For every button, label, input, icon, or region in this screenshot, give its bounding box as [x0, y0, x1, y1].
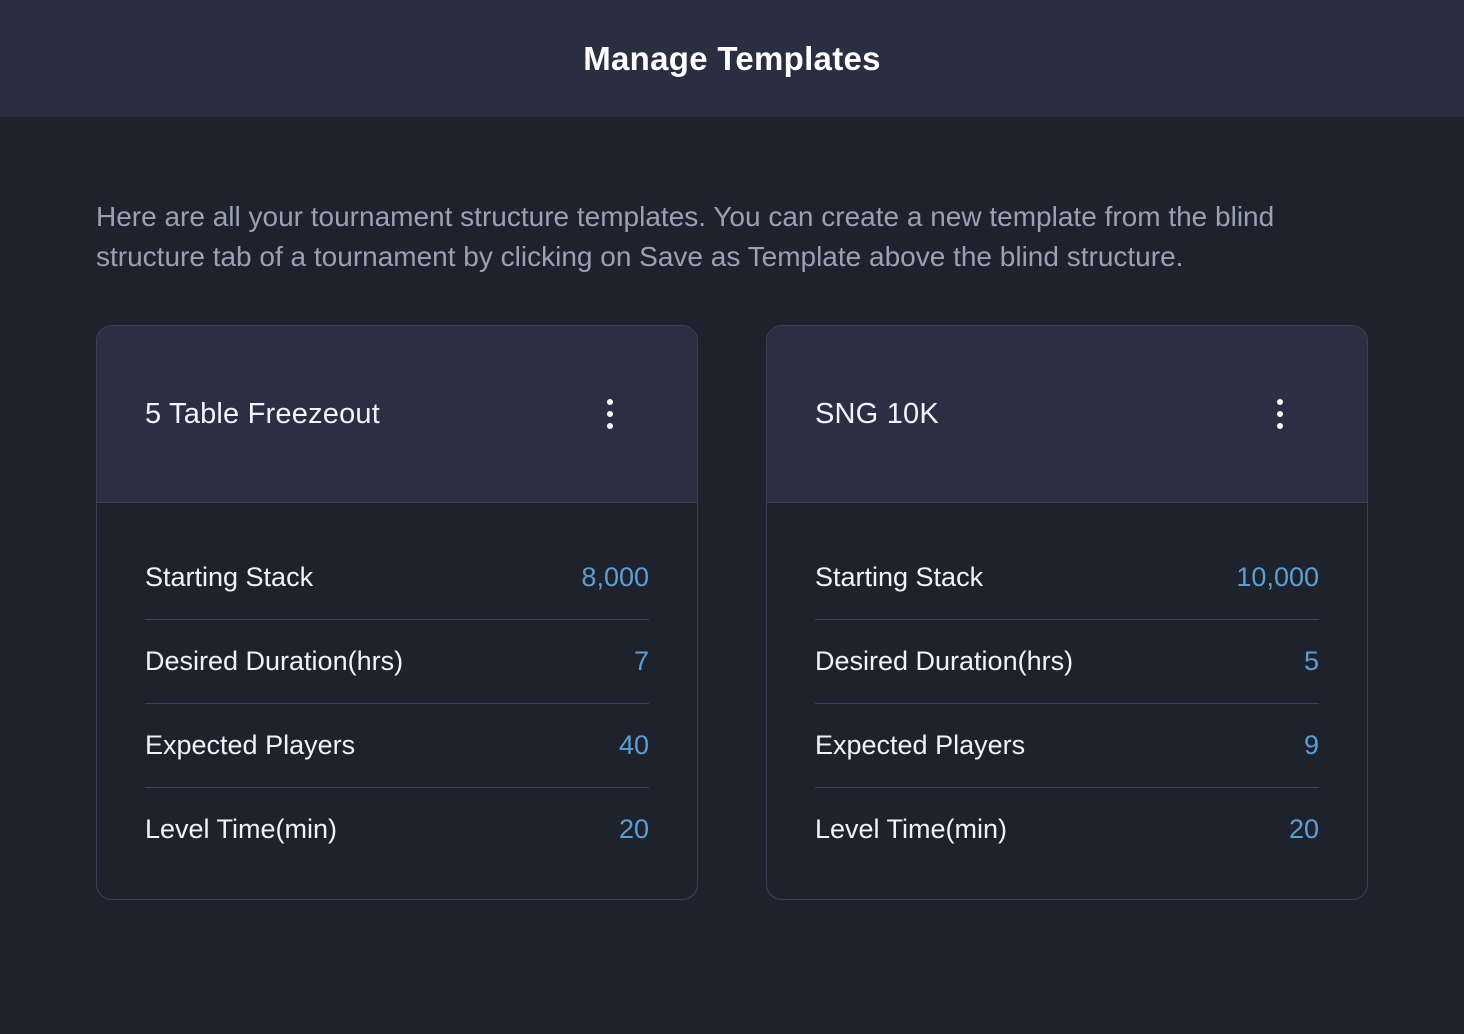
- description-text: Here are all your tournament structure t…: [96, 201, 1275, 272]
- field-value: 8,000: [581, 561, 649, 592]
- app-header: Manage Templates: [0, 0, 1464, 117]
- field-row-desired-duration: Desired Duration(hrs) 5: [815, 619, 1319, 703]
- kebab-dot: [1277, 411, 1283, 417]
- templates-grid: 5 Table Freezeout Starting Stack 8,000 D…: [96, 325, 1368, 900]
- kebab-dot: [1277, 423, 1283, 429]
- kebab-menu-icon[interactable]: [599, 393, 621, 435]
- template-card-body: Starting Stack 8,000 Desired Duration(hr…: [97, 503, 697, 899]
- field-row-desired-duration: Desired Duration(hrs) 7: [145, 619, 649, 703]
- field-row-expected-players: Expected Players 9: [815, 703, 1319, 787]
- field-label: Desired Duration(hrs): [815, 646, 1074, 676]
- field-value: 40: [618, 730, 649, 760]
- template-card-body: Starting Stack 10,000 Desired Duration(h…: [767, 503, 1367, 899]
- field-value: 7: [633, 646, 649, 676]
- template-name: 5 Table Freezeout: [145, 397, 381, 430]
- kebab-menu-icon[interactable]: [1269, 393, 1291, 435]
- field-label: Starting Stack: [145, 561, 314, 592]
- field-value: 9: [1303, 730, 1319, 760]
- field-row-expected-players: Expected Players 40: [145, 703, 649, 787]
- field-label: Level Time(min): [145, 814, 338, 844]
- field-label: Starting Stack: [815, 561, 984, 592]
- field-value: 10,000: [1236, 561, 1319, 592]
- kebab-dot: [1277, 399, 1283, 405]
- template-card-header: 5 Table Freezeout: [97, 326, 697, 503]
- field-label: Desired Duration(hrs): [145, 646, 404, 676]
- page-title: Manage Templates: [583, 39, 881, 77]
- main-content: Here are all your tournament structure t…: [0, 197, 1464, 900]
- field-row-starting-stack: Starting Stack 8,000: [145, 535, 649, 619]
- field-label: Expected Players: [815, 730, 1026, 760]
- kebab-dot: [607, 411, 613, 417]
- template-name: SNG 10K: [815, 397, 939, 430]
- field-value: 5: [1303, 646, 1319, 676]
- template-card: SNG 10K Starting Stack 10,000 Desired Du…: [766, 325, 1368, 900]
- field-row-level-time: Level Time(min) 20: [145, 787, 649, 871]
- template-card: 5 Table Freezeout Starting Stack 8,000 D…: [96, 325, 698, 900]
- template-card-header: SNG 10K: [767, 326, 1367, 503]
- field-label: Expected Players: [145, 730, 356, 760]
- field-label: Level Time(min): [815, 814, 1008, 844]
- field-value: 20: [618, 814, 649, 844]
- field-row-starting-stack: Starting Stack 10,000: [815, 535, 1319, 619]
- field-row-level-time: Level Time(min) 20: [815, 787, 1319, 871]
- kebab-dot: [607, 423, 613, 429]
- field-value: 20: [1288, 814, 1319, 844]
- kebab-dot: [607, 399, 613, 405]
